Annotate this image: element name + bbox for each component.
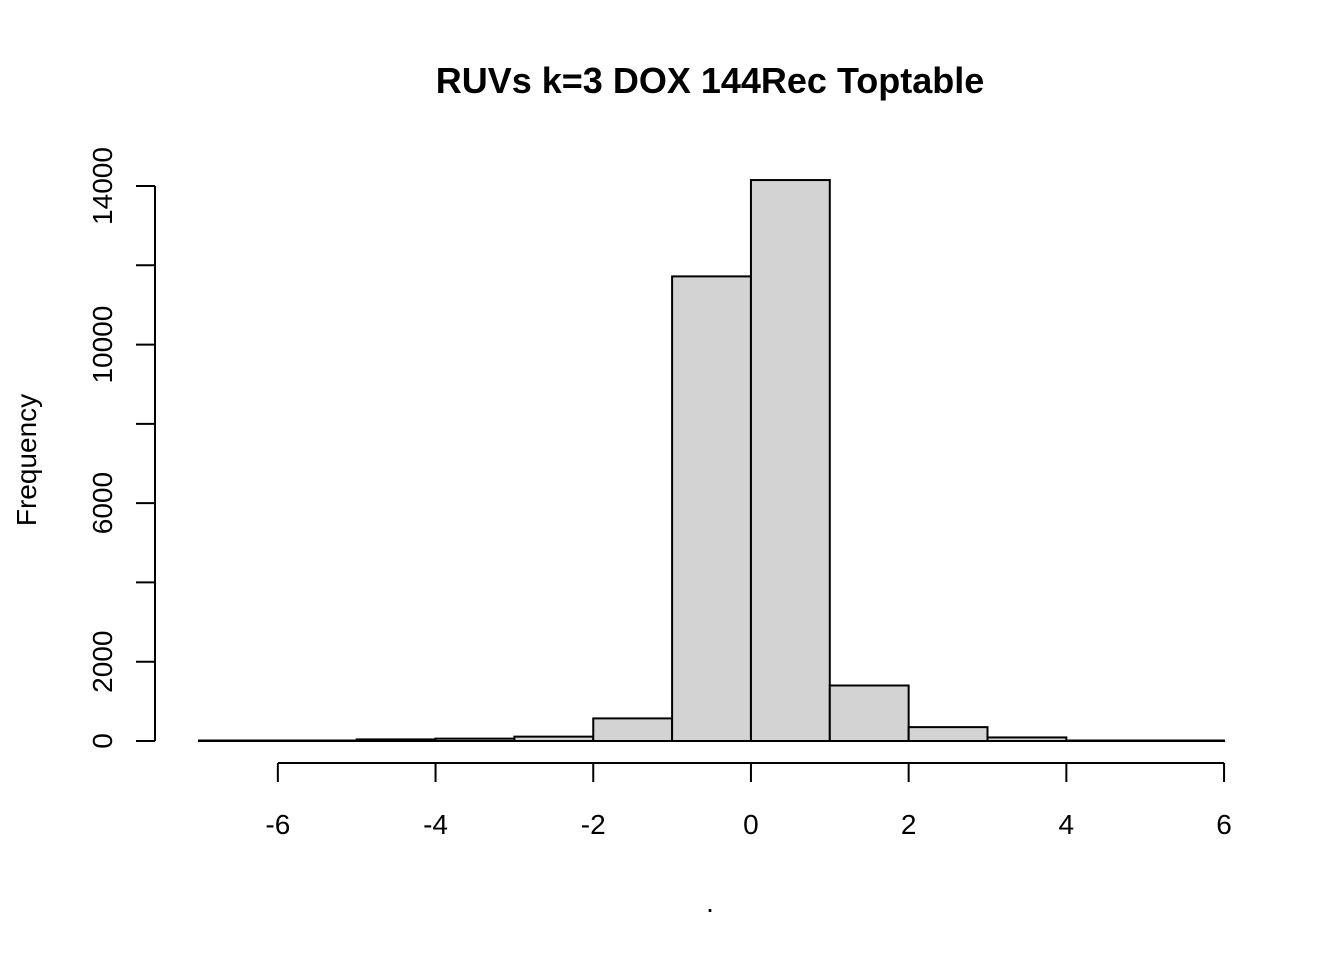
histogram-bar	[986, 736, 1068, 742]
histogram-bar	[828, 684, 910, 742]
chart-title: RUVs k=3 DOX 144Rec Toptable	[436, 60, 985, 101]
histogram-bar	[671, 275, 752, 742]
y-tick-label: 6000	[87, 472, 118, 534]
histogram-bar	[513, 735, 595, 743]
x-tick-label: 0	[743, 809, 759, 840]
x-tick-label: -4	[423, 809, 448, 840]
x-axis-label: .	[706, 887, 714, 918]
histogram-bars	[198, 179, 1226, 743]
y-tick-label: 0	[87, 733, 118, 749]
y-axis-label: Frequency	[11, 394, 42, 526]
y-tick-label: 2000	[87, 631, 118, 693]
x-tick-label: -2	[581, 809, 606, 840]
x-tick-label: 4	[1059, 809, 1075, 840]
histogram-bar	[198, 739, 279, 742]
histogram-bar	[276, 739, 358, 742]
x-tick-label: 2	[901, 809, 917, 840]
histogram-bar	[1144, 739, 1226, 742]
histogram-bar	[434, 737, 516, 742]
y-axis: 0 2000 6000 10000 14000	[87, 147, 156, 749]
y-tick-label: 10000	[87, 306, 118, 384]
y-tick-label: 14000	[87, 147, 118, 225]
histogram-bar	[592, 717, 674, 743]
histogram-bar	[355, 738, 437, 742]
histogram-bar	[749, 179, 831, 743]
x-tick-label: 6	[1216, 809, 1232, 840]
x-axis: -6 -4 -2 0 2 4 6	[265, 762, 1232, 840]
histogram-bar	[907, 726, 989, 743]
histogram-bar	[1065, 739, 1147, 742]
x-tick-label: -6	[265, 809, 290, 840]
